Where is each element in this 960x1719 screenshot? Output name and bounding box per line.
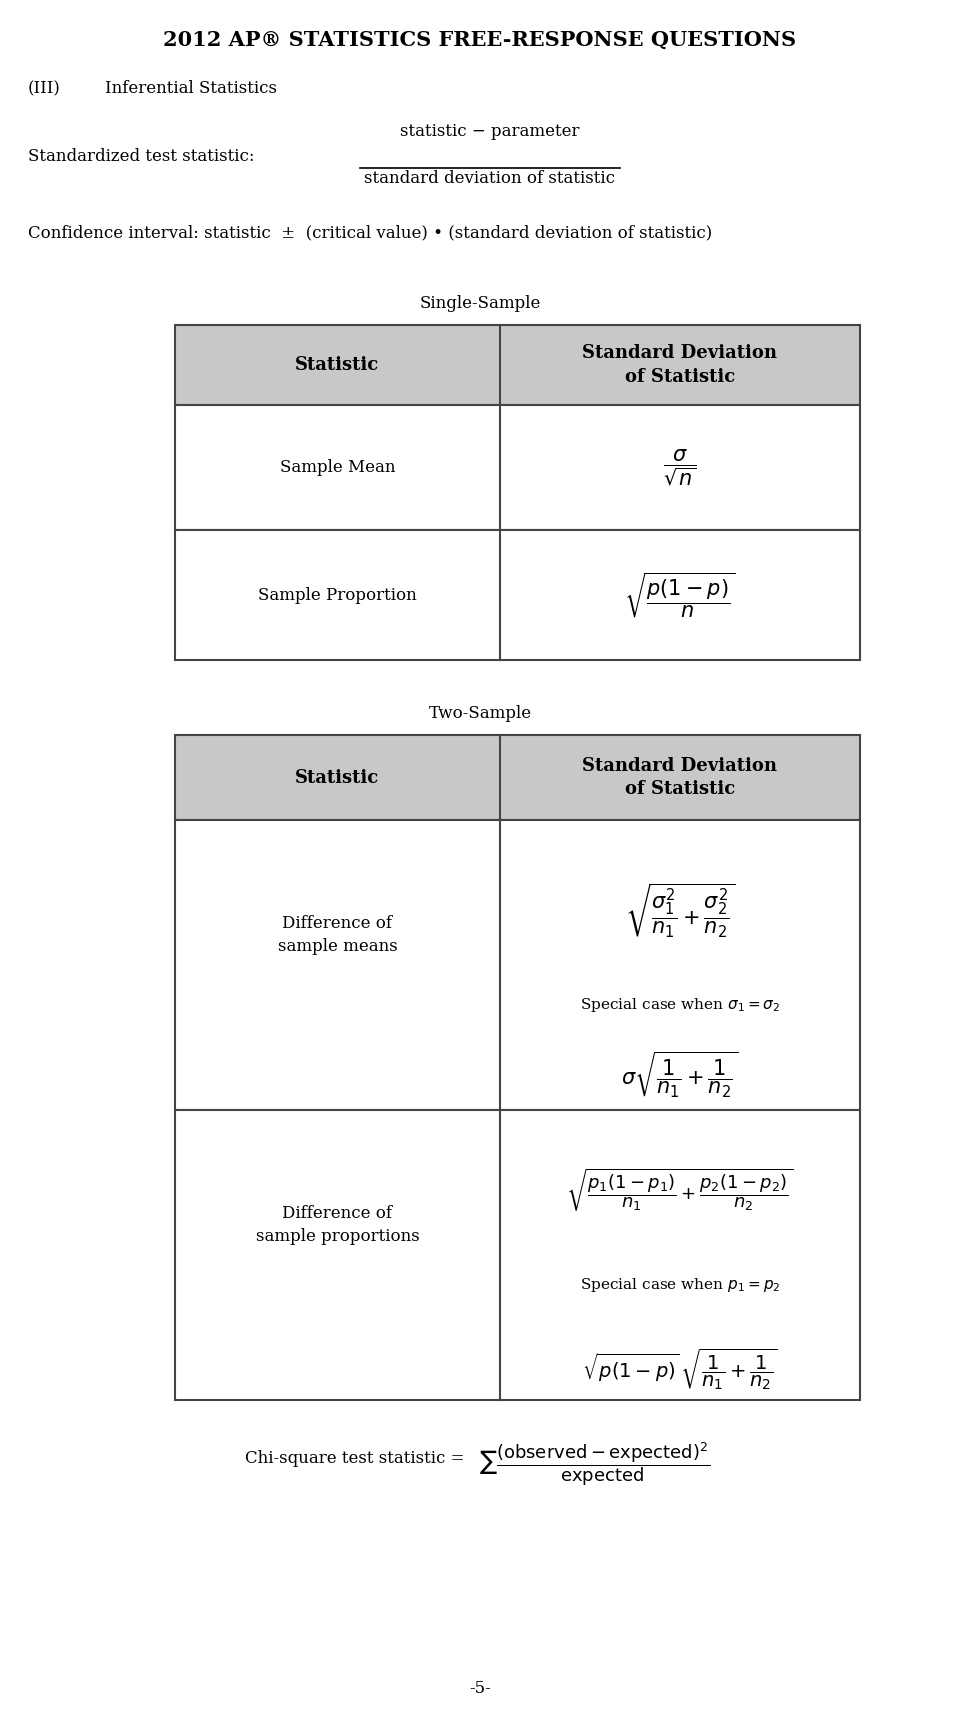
Text: $\dfrac{\sigma}{\sqrt{n}}$: $\dfrac{\sigma}{\sqrt{n}}$ bbox=[663, 447, 697, 488]
Text: Special case when $\sigma_1 = \sigma_2$: Special case when $\sigma_1 = \sigma_2$ bbox=[580, 995, 780, 1014]
Text: $\sqrt{p(1-p)} \, \sqrt{\dfrac{1}{n_1} + \dfrac{1}{n_2}}$: $\sqrt{p(1-p)} \, \sqrt{\dfrac{1}{n_1} +… bbox=[582, 1348, 778, 1392]
Text: Statistic: Statistic bbox=[296, 768, 379, 787]
FancyBboxPatch shape bbox=[175, 325, 860, 406]
Text: Statistic: Statistic bbox=[296, 356, 379, 375]
Text: $\sqrt{\dfrac{p_1(1-p_1)}{n_1} + \dfrac{p_2(1-p_2)}{n_2}}$: $\sqrt{\dfrac{p_1(1-p_1)}{n_1} + \dfrac{… bbox=[566, 1167, 794, 1214]
FancyBboxPatch shape bbox=[175, 736, 860, 820]
Text: Inferential Statistics: Inferential Statistics bbox=[105, 81, 277, 96]
Text: $\sigma\sqrt{\dfrac{1}{n_1} + \dfrac{1}{n_2}}$: $\sigma\sqrt{\dfrac{1}{n_1} + \dfrac{1}{… bbox=[621, 1050, 738, 1100]
Text: Two-Sample: Two-Sample bbox=[428, 705, 532, 722]
Text: Single-Sample: Single-Sample bbox=[420, 296, 540, 313]
Text: Confidence interval: statistic  ±  (critical value) • (standard deviation of sta: Confidence interval: statistic ± (critic… bbox=[28, 223, 712, 241]
Text: Chi-square test statistic =: Chi-square test statistic = bbox=[245, 1451, 469, 1466]
FancyBboxPatch shape bbox=[175, 820, 860, 1110]
Text: Sample Proportion: Sample Proportion bbox=[258, 586, 417, 603]
Text: Standard Deviation
of Statistic: Standard Deviation of Statistic bbox=[583, 344, 778, 385]
FancyBboxPatch shape bbox=[175, 529, 860, 660]
Text: Standardized test statistic:: Standardized test statistic: bbox=[28, 148, 254, 165]
Text: Standard Deviation
of Statistic: Standard Deviation of Statistic bbox=[583, 756, 778, 798]
Text: -5-: -5- bbox=[469, 1679, 491, 1697]
Text: $\sum \dfrac{(\mathrm{observed} - \mathrm{expected})^2}{\mathrm{expected}}$: $\sum \dfrac{(\mathrm{observed} - \mathr… bbox=[479, 1441, 710, 1487]
FancyBboxPatch shape bbox=[175, 406, 860, 529]
Text: $\sqrt{\dfrac{\sigma_1^2}{n_1} + \dfrac{\sigma_2^2}{n_2}}$: $\sqrt{\dfrac{\sigma_1^2}{n_1} + \dfrac{… bbox=[625, 882, 735, 939]
Text: standard deviation of statistic: standard deviation of statistic bbox=[365, 170, 615, 187]
Text: Difference of
sample means: Difference of sample means bbox=[277, 915, 397, 956]
Text: (III): (III) bbox=[28, 81, 60, 96]
Text: 2012 AP® STATISTICS FREE-RESPONSE QUESTIONS: 2012 AP® STATISTICS FREE-RESPONSE QUESTI… bbox=[163, 29, 797, 50]
Text: $\sqrt{\dfrac{p(1-p)}{n}}$: $\sqrt{\dfrac{p(1-p)}{n}}$ bbox=[624, 571, 735, 619]
Text: Sample Mean: Sample Mean bbox=[279, 459, 396, 476]
FancyBboxPatch shape bbox=[175, 1110, 860, 1399]
Text: Difference of
sample proportions: Difference of sample proportions bbox=[255, 1205, 420, 1245]
Text: statistic − parameter: statistic − parameter bbox=[400, 124, 580, 139]
Text: Special case when $p_1 = p_2$: Special case when $p_1 = p_2$ bbox=[580, 1275, 780, 1294]
